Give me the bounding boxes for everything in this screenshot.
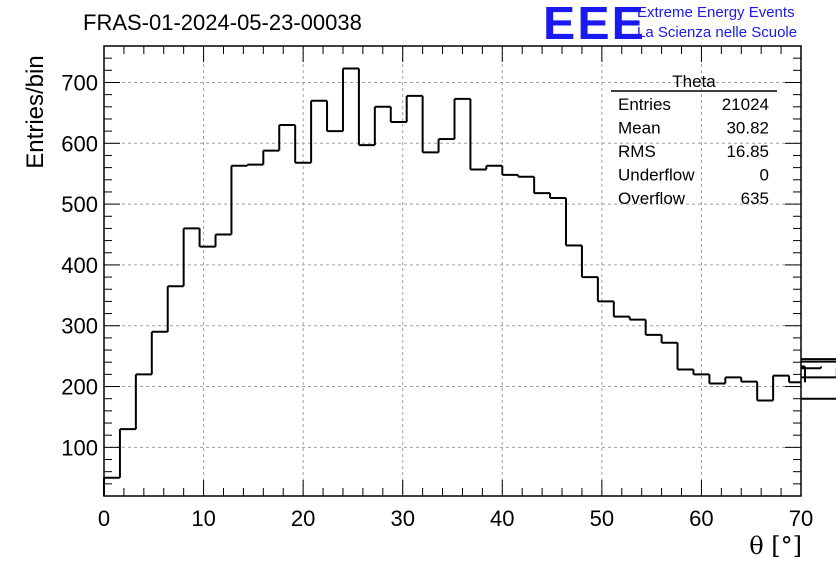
histogram-bin [692,369,710,376]
histogram-bin [772,374,790,401]
histogram-bin [453,97,471,140]
x-tick-label: 30 [390,506,414,531]
stats-value: 30.82 [726,119,769,138]
y-tick-label: 700 [61,70,98,95]
histogram-bin [166,285,184,332]
logo-caption-line2: La Scienza nelle Scuole [637,24,798,41]
histogram-bin [326,100,343,133]
histogram-bin [230,164,248,235]
histogram-bin [103,476,120,496]
y-tick-label: 300 [61,314,98,339]
histogram-bin [596,277,614,303]
histogram-bin [294,125,312,164]
stats-value: 16.85 [726,142,769,161]
stats-label: Overflow [618,189,686,208]
x-tick-label: 10 [191,506,215,531]
histogram-bin [134,373,152,430]
y-tick-label: 400 [61,253,98,278]
histogram-bin [405,94,423,123]
histogram-bin [533,176,551,195]
histogram-bin [801,358,836,361]
histogram-bin [549,193,567,200]
grid-lines [104,46,801,496]
x-tick-label: 70 [789,506,813,531]
histogram-bin [756,381,774,402]
histogram-bin [565,198,582,247]
histogram-bin [341,67,359,132]
histogram-bin [740,377,758,383]
histogram-bin [801,366,822,370]
histogram-bins [103,67,836,496]
histogram-bin [660,334,678,344]
axes-frame [103,45,802,497]
stats-value: 21024 [722,95,769,114]
histogram-bin [278,124,296,151]
histogram-bin [373,105,391,146]
histogram-bin [485,164,503,170]
histogram-bin [644,319,662,336]
histogram-bin [517,174,535,178]
x-tick-label: 0 [98,506,110,531]
histogram-bin [182,227,200,287]
y-tick-label: 200 [61,375,98,400]
histogram-bin [357,68,375,147]
histogram-bin [198,228,216,248]
histogram-bin [118,428,136,478]
histogram-bin [801,360,836,363]
x-tick-label: 40 [490,506,514,531]
histogram-bin [612,301,630,318]
plot-frame [103,45,802,497]
histogram-bin [421,95,439,154]
x-axis-label: θ [°] [749,532,802,560]
histogram-bin [501,165,519,176]
histogram-bin [788,375,801,384]
histogram-bin [389,106,407,124]
x-tick-label: 60 [689,506,713,531]
y-tick-label: 500 [61,192,98,217]
x-tick-label: 50 [590,506,614,531]
histogram-bin [628,316,646,321]
logo-caption-line1: Extreme Energy Events [637,4,795,21]
axis-ticks: 0 10 20 30 40 50 60 70 100 200 300 400 500 600 700 [61,45,813,531]
histogram-bin [262,149,280,165]
stats-value: 0 [760,166,769,185]
histogram-bin [801,368,836,379]
histogram-bin [676,342,694,371]
histogram-bin [437,138,455,153]
stats-label: Entries [618,95,671,114]
stats-label: Underflow [618,166,695,185]
histogram-bin [708,374,726,385]
histogram-bin [724,376,742,384]
chart-title: FRAS-01-2024-05-23-00038 [83,10,362,35]
histogram-bin [469,98,487,171]
histogram-bin [214,233,232,247]
y-tick-label: 600 [61,131,98,156]
stats-label: RMS [618,142,656,161]
histogram-bin [310,99,328,163]
stats-label: Mean [618,119,661,138]
y-tick-label: 100 [61,435,98,460]
stats-value: 635 [741,189,769,208]
histogram-bin [246,163,264,166]
stats-title: Theta [672,72,716,91]
histogram-bin [580,245,598,279]
eee-logo: EEE [543,0,646,49]
histogram-bin [801,397,836,400]
histogram-bin [150,330,168,375]
x-tick-label: 20 [291,506,315,531]
